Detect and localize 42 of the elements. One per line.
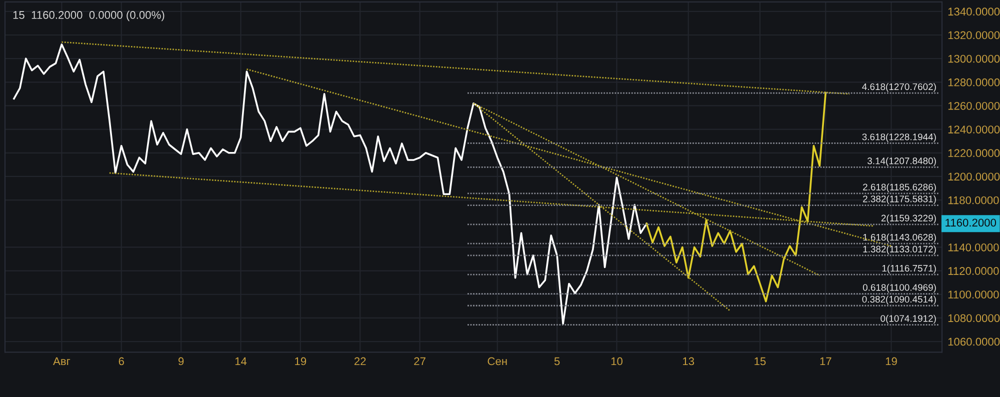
x-tick-label: 14 bbox=[235, 357, 247, 366]
y-tick-label: 1240.0000 bbox=[948, 126, 1000, 134]
annotation: 2.382(1175.5831) bbox=[863, 195, 936, 204]
y-tick-label: 1140.0000 bbox=[948, 243, 999, 252]
annotation: 4.618(1270.7602) bbox=[862, 83, 936, 92]
annotation: 0.618(1100.4969) bbox=[862, 284, 936, 293]
x-tick-label: 19 bbox=[886, 357, 897, 366]
y-tick-label: 1200.0000 bbox=[948, 172, 1000, 181]
y-tick-label: 1080.0000 bbox=[948, 314, 1000, 322]
x-tick-label: 13 bbox=[683, 357, 694, 366]
annotation: 1.618(1143.0628) bbox=[863, 234, 936, 242]
annotation: 0.382(1090.4514) bbox=[862, 296, 936, 305]
y-tick-label: 1320.0000 bbox=[948, 31, 1000, 40]
y-tick-label: 1220.0000 bbox=[948, 149, 1000, 158]
x-tick-label: Сен bbox=[488, 357, 507, 366]
annotation: 0(1074.1912) bbox=[880, 314, 936, 324]
annotation: 3.618(1228.1944) bbox=[862, 133, 936, 142]
x-tick-label: 15 bbox=[754, 357, 766, 366]
text: 15 1160.2000 0.0000 (0.00%) bbox=[13, 10, 164, 22]
x-tick-label: 9 bbox=[178, 357, 184, 366]
y-tick-label: 1060.0000 bbox=[948, 338, 1000, 346]
y-tick-label: 1280.0000 bbox=[948, 78, 1000, 86]
annotation: 2(1159.3229) bbox=[881, 214, 936, 224]
annotation: 2.618(1185.6286) bbox=[863, 184, 936, 192]
y-tick-label: 1260.0000 bbox=[948, 102, 1000, 110]
x-tick-label: 19 bbox=[295, 357, 306, 366]
y-tick-label: 1120.0000 bbox=[948, 267, 999, 275]
x-tick-label: 27 bbox=[414, 357, 426, 366]
annotation: 3.14(1207.8480) bbox=[867, 157, 936, 166]
text: 1160.2000 bbox=[946, 218, 996, 227]
x-tick-label: 10 bbox=[611, 357, 622, 366]
x-tick-label: 5 bbox=[554, 357, 560, 366]
x-tick-label: Авг bbox=[53, 357, 70, 366]
y-tick-label: 1180.0000 bbox=[948, 196, 999, 204]
x-tick-label: 17 bbox=[820, 357, 832, 366]
y-tick-label: 1340.0000 bbox=[948, 8, 1000, 16]
x-tick-label: 6 bbox=[118, 357, 124, 366]
x-tick-label: 22 bbox=[354, 357, 366, 366]
y-tick-label: 1100.0000 bbox=[948, 290, 999, 299]
annotation: 1(1116.7571) bbox=[882, 264, 936, 274]
annotation: 1.382(1133.0172) bbox=[863, 246, 936, 254]
y-tick-label: 1300.0000 bbox=[948, 54, 1000, 63]
